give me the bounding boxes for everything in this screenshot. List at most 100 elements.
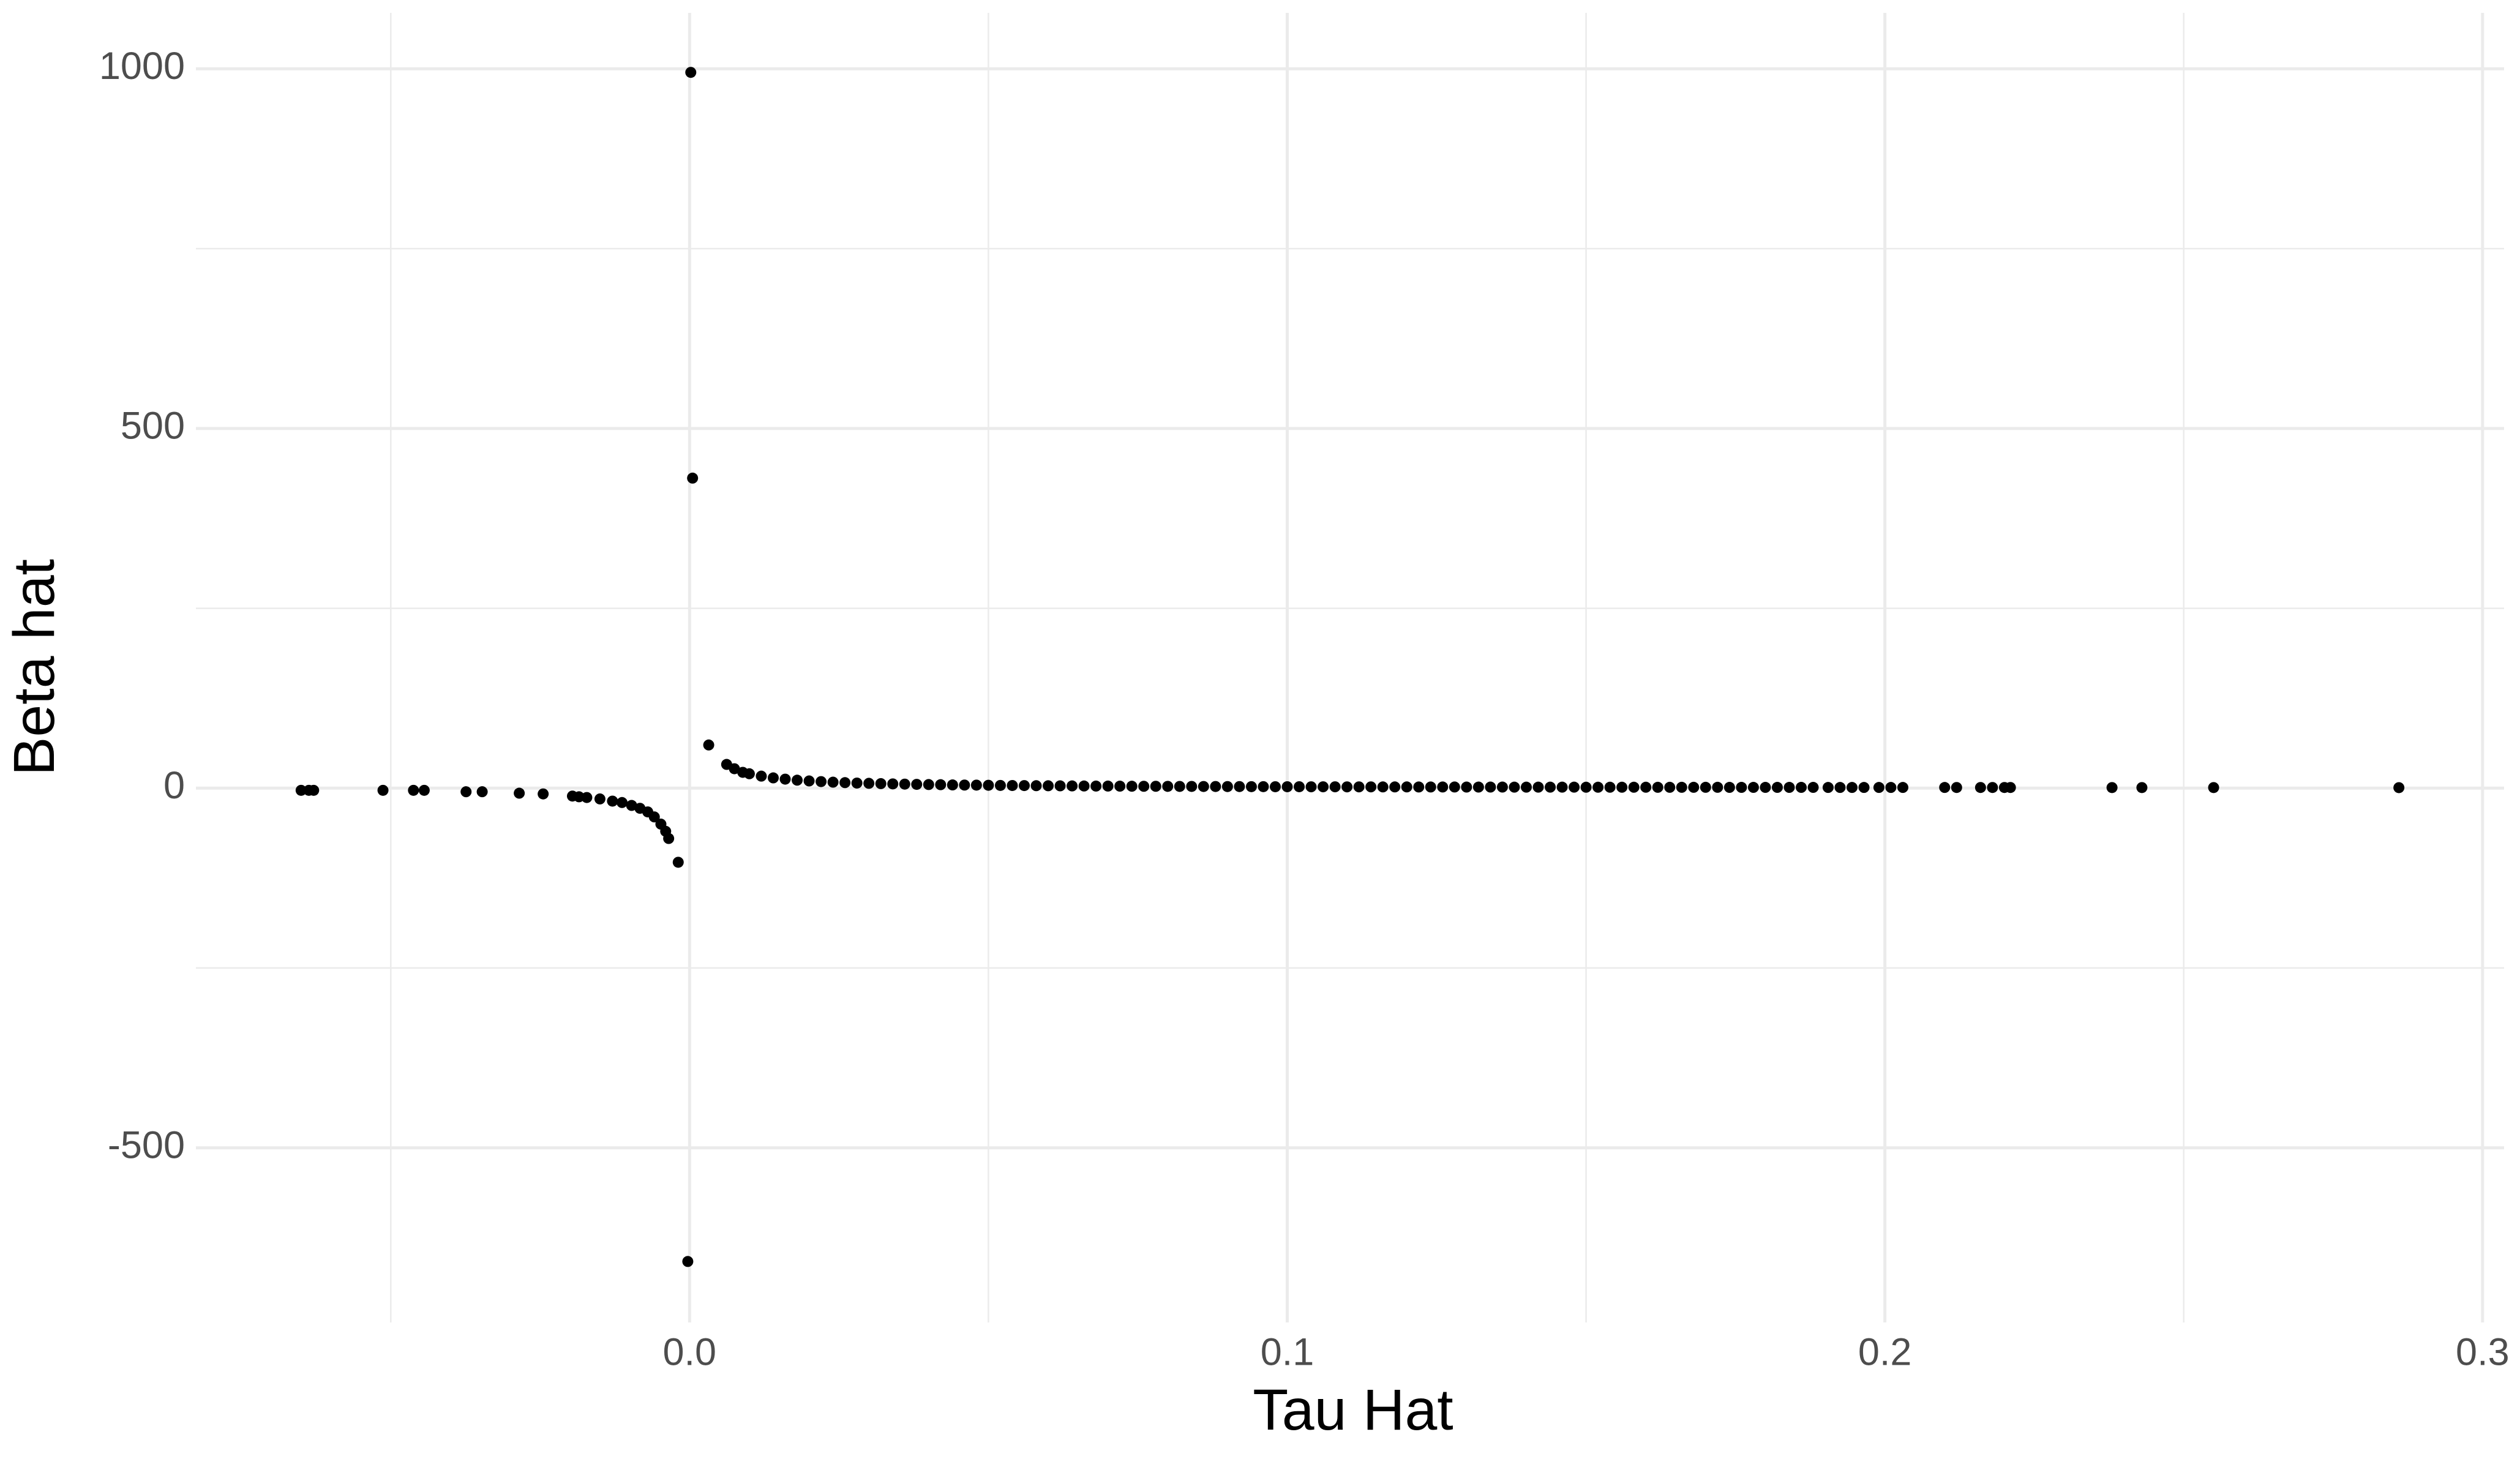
point [1723,782,1735,793]
point [1676,781,1687,793]
point [887,778,899,790]
point [1353,781,1365,793]
point [1951,782,1962,793]
point [476,786,488,798]
point [514,787,525,799]
point [1329,781,1341,793]
point [729,763,740,775]
point [779,773,791,785]
point [911,779,923,790]
point [1569,781,1580,793]
point [1258,781,1269,792]
point [1269,781,1281,792]
point [377,784,389,796]
point [947,779,958,791]
point [408,784,419,796]
point [1509,781,1520,793]
x-tick-label: 0.3 [2456,1331,2510,1374]
point [581,792,593,803]
point [839,777,851,789]
point [687,472,699,484]
point [1078,780,1090,792]
y-tick-label: -500 [108,1123,185,1166]
point [767,772,779,784]
point [2393,782,2405,793]
point [1604,781,1616,793]
point [1939,782,1951,793]
point [1873,782,1884,793]
point [1783,782,1795,793]
point [663,833,675,844]
point [648,811,660,823]
point [1974,782,1986,793]
point [1389,781,1401,793]
x-axis-title: Tau Hat [1253,1378,1453,1442]
point [1090,780,1102,792]
point [1318,781,1329,793]
point [1652,781,1663,793]
point [1496,781,1508,793]
point [2106,782,2118,793]
point [1664,781,1676,793]
point [1472,781,1484,793]
point [1114,781,1126,792]
point [1628,781,1640,793]
point [1162,781,1174,792]
point [2208,782,2219,793]
point [703,739,714,751]
point [1150,781,1161,792]
point [1138,781,1150,792]
point [1461,781,1472,793]
point [1592,781,1604,793]
point [1174,781,1185,792]
point [1712,781,1723,793]
point [1760,782,1771,793]
point [863,778,875,789]
x-tick-label: 0.0 [663,1331,717,1374]
point [682,1256,694,1267]
point [1126,781,1138,792]
point [2004,782,2016,793]
point [626,800,637,811]
point [923,779,934,790]
point [1437,781,1449,793]
y-tick-label: 1000 [99,45,185,88]
point [460,786,472,798]
point [959,779,970,791]
point [1054,780,1066,792]
point [994,779,1006,791]
point [1700,781,1711,793]
point [594,793,606,805]
point [418,784,430,796]
point [1885,782,1897,793]
point [1736,782,1747,793]
point [1688,781,1700,793]
point [1822,782,1834,793]
point [1858,782,1870,793]
point [1545,781,1556,793]
point [1401,781,1412,793]
point [685,67,697,78]
y-tick-label: 0 [163,764,185,807]
point [1897,782,1908,793]
point [1449,781,1460,793]
point [1007,779,1018,791]
point [1067,780,1078,792]
grid [196,13,2504,1322]
point [1281,781,1293,792]
point [970,779,982,791]
point [851,777,863,789]
point [1245,781,1257,792]
point [538,788,549,800]
point [1030,780,1042,792]
point [1425,781,1436,793]
point [743,768,755,779]
point [1234,781,1245,792]
point [827,776,839,788]
point [875,778,887,789]
point [1846,782,1858,793]
point [1413,781,1425,793]
point [295,784,307,796]
point [1796,782,1807,793]
point [1018,780,1030,792]
